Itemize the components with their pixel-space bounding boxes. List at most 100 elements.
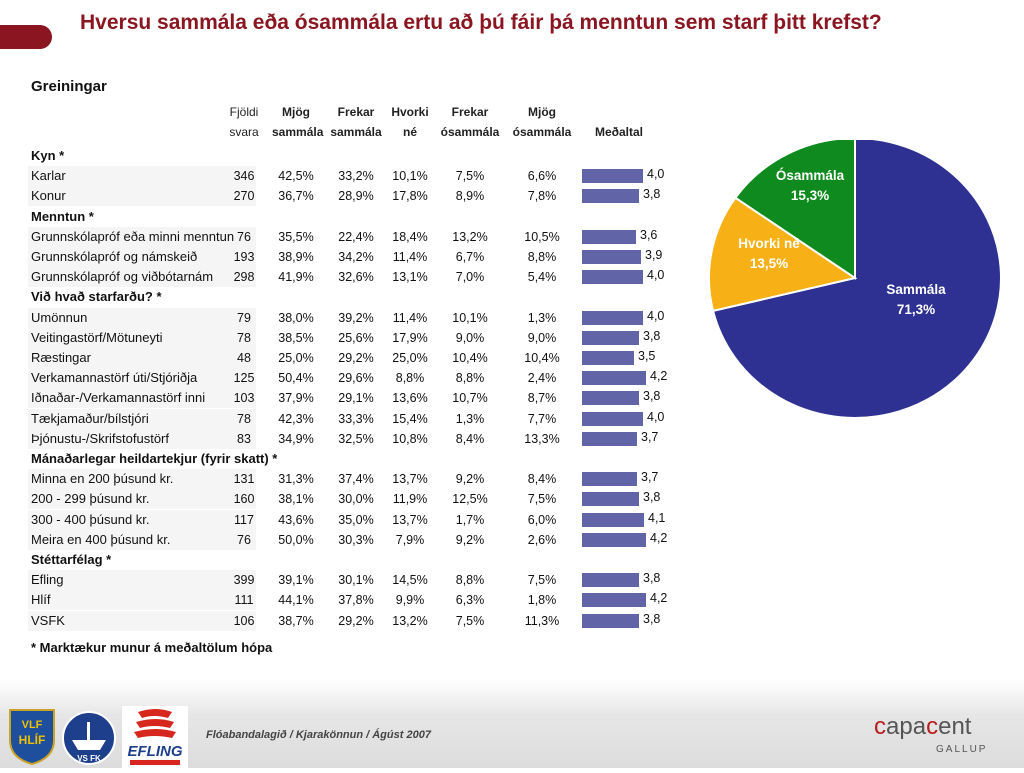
cell-percent: 8,8%: [455, 371, 485, 386]
row-background: [28, 247, 256, 267]
row-background: [28, 469, 256, 490]
cell-percent: 1,7%: [455, 512, 485, 527]
cell-percent: 22,4%: [338, 229, 374, 244]
cell-percent: 37,8%: [338, 593, 374, 608]
cell-percent: 31,3%: [278, 472, 314, 487]
cell-n: 76: [237, 532, 251, 547]
cell-percent: 10,4%: [524, 351, 560, 365]
row-background: [28, 529, 256, 550]
group-label: Mánaðarlegar heildartekjur (fyrir skatt)…: [31, 451, 278, 466]
cell-percent: 1,3%: [455, 411, 485, 426]
cell-n: 76: [237, 229, 251, 244]
cell-percent: 43,6%: [278, 512, 314, 527]
row-background: [28, 166, 256, 187]
cell-percent: 25,6%: [338, 330, 374, 345]
cell-percent: 39,2%: [338, 310, 374, 325]
table-row-label: Grunnskólapróf eða minni menntun: [31, 228, 235, 244]
cell-percent: 30,3%: [338, 532, 374, 547]
mean-value-label: 3,5: [638, 349, 656, 363]
cell-percent: 11,4%: [392, 250, 428, 264]
svg-text:VS FK: VS FK: [77, 754, 101, 763]
cell-percent: 12,5%: [452, 492, 488, 507]
cell-n: 106: [233, 613, 255, 628]
cell-percent: 11,4%: [392, 310, 428, 325]
table-row-label: 200 - 299 þúsund kr.: [31, 491, 150, 507]
cell-percent: 8,7%: [527, 391, 557, 406]
cell-percent: 8,9%: [455, 189, 485, 204]
mean-bar: [582, 411, 643, 426]
table-row-label: Ræstingar: [31, 350, 91, 365]
table-row-label: Grunnskólapróf og námskeið: [31, 249, 198, 264]
cell-n: 131: [233, 472, 255, 487]
cell-percent: 10,4%: [452, 351, 488, 365]
cell-percent: 37,9%: [278, 391, 314, 406]
pie-chart: Sammála 71,3% Hvorki né 13,5% Ósammála 1…: [700, 136, 1010, 420]
table-row-label: Efling: [31, 572, 64, 588]
pie-label-sammala-value: 71,3%: [896, 302, 936, 317]
cell-percent: 6,3%: [455, 593, 485, 608]
mean-bar: [582, 593, 646, 608]
row-background: [28, 226, 256, 247]
pie-label-osammala-value: 15,3%: [790, 188, 830, 203]
cell-percent: 39,1%: [278, 573, 314, 588]
cell-percent: 33,2%: [338, 169, 374, 184]
cell-percent: 7,5%: [527, 573, 557, 588]
table-row-label: Hlíf: [31, 592, 51, 608]
table-row-label: Umönnun: [31, 309, 88, 325]
pie-label-sammala-name: Sammála: [886, 282, 946, 297]
cell-percent: 30,0%: [338, 492, 374, 507]
table-row-label: Verkamannastörf úti/Stjóriðja: [31, 370, 198, 386]
cell-n: 346: [233, 169, 255, 184]
cell-percent: 29,6%: [338, 371, 374, 386]
cell-n: 270: [233, 189, 255, 204]
cell-percent: 28,9%: [338, 189, 374, 204]
cell-percent: 7,5%: [527, 492, 557, 507]
cell-n: 79: [237, 310, 251, 325]
cell-percent: 34,9%: [278, 431, 314, 446]
pie-label-osammala-name: Ósammála: [775, 168, 845, 183]
mean-bar: [582, 310, 643, 325]
cell-n: 125: [233, 371, 255, 386]
mean-value-label: 3,7: [641, 470, 659, 485]
cell-percent: 42,3%: [278, 411, 314, 426]
cell-percent: 5,4%: [527, 270, 557, 285]
mean-value-label: 3,8: [643, 187, 661, 202]
capacent-logo: capacent: [874, 713, 971, 741]
mean-bar: [582, 189, 639, 204]
row-background: [28, 186, 256, 207]
col-header-mjog-osammala: Mjög ósammála: [512, 105, 572, 139]
mean-value-label: 3,6: [640, 227, 658, 242]
col-header-frekar-sammala: Frekar sammála: [330, 105, 382, 139]
cell-percent: 32,6%: [338, 270, 374, 285]
row-background: [28, 428, 256, 449]
cell-n: 103: [233, 391, 255, 406]
gallup-logo: GALLUP: [936, 744, 988, 755]
cell-percent: 35,5%: [278, 229, 314, 244]
cell-percent: 9,2%: [455, 532, 485, 547]
cell-percent: 13,6%: [392, 391, 428, 406]
cell-percent: 13,3%: [524, 431, 560, 446]
mean-bar: [582, 512, 644, 527]
cell-percent: 17,9%: [392, 330, 428, 345]
cell-percent: 38,1%: [278, 492, 314, 507]
cell-percent: 2,4%: [527, 371, 557, 386]
cell-percent: 41,9%: [278, 270, 314, 285]
cell-percent: 7,7%: [527, 411, 557, 426]
col-header-mjog-sammala: Mjög sammála: [272, 105, 324, 139]
cell-percent: 2,6%: [527, 532, 557, 547]
mean-value-label: 3,8: [643, 490, 661, 505]
cell-percent: 34,2%: [338, 250, 374, 264]
mean-value-label: 4,2: [650, 369, 668, 384]
table-row-label: Veitingastörf/Mötuneyti: [31, 329, 163, 345]
svg-text:EFLING: EFLING: [128, 743, 183, 760]
cell-percent: 13,1%: [392, 270, 428, 285]
cell-percent: 25,0%: [392, 351, 428, 365]
mean-value-label: 4,0: [647, 409, 665, 424]
cell-percent: 36,7%: [278, 189, 314, 204]
mean-value-label: 4,0: [647, 167, 665, 182]
mean-bar: [582, 169, 643, 184]
cell-percent: 17,8%: [392, 189, 428, 204]
cell-percent: 13,2%: [392, 613, 428, 628]
cell-percent: 7,8%: [527, 189, 557, 204]
mean-value-label: 3,8: [643, 571, 661, 586]
